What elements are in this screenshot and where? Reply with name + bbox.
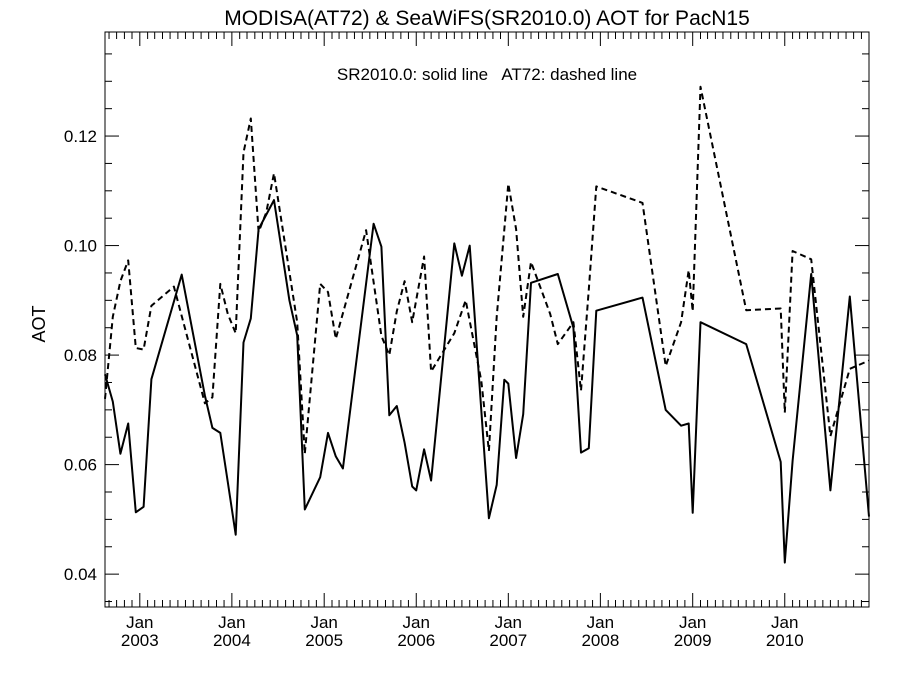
- y-tick-label: 0.08: [64, 346, 97, 365]
- series-layer: [104, 85, 870, 564]
- y-axis-label: AOT: [29, 305, 49, 342]
- y-tick-label: 0.04: [64, 565, 97, 584]
- y-tick-label: 0.06: [64, 456, 97, 475]
- y-tick-label: 0.12: [64, 127, 97, 146]
- legend-annotation: SR2010.0: solid line AT72: dashed line: [337, 65, 637, 84]
- x-tick-month-label: Jan: [495, 613, 522, 632]
- series-line-sr2010-0: [104, 199, 870, 564]
- x-tick-year-label: 2009: [674, 631, 712, 650]
- x-tick-year-label: 2005: [305, 631, 343, 650]
- chart-title: MODISA(AT72) & SeaWiFS(SR2010.0) AOT for…: [224, 7, 750, 30]
- x-tick-year-label: 2007: [489, 631, 527, 650]
- x-tick-month-label: Jan: [587, 613, 614, 632]
- x-tick-month-label: Jan: [218, 613, 245, 632]
- series-line-at72: [104, 85, 870, 455]
- x-tick-month-label: Jan: [403, 613, 430, 632]
- y-tick-label: 0.10: [64, 237, 97, 256]
- plot-frame: [104, 31, 870, 608]
- x-tick-year-label: 2003: [121, 631, 159, 650]
- x-axis-ticks: Jan2003Jan2004Jan2005Jan2006Jan2007Jan20…: [108, 32, 870, 650]
- x-tick-year-label: 2008: [581, 631, 619, 650]
- x-tick-month-label: Jan: [679, 613, 706, 632]
- x-tick-month-label: Jan: [126, 613, 153, 632]
- y-axis-ticks: 0.04 0.06 0.08 0.10 0.12: [64, 53, 869, 603]
- x-tick-year-label: 2010: [766, 631, 804, 650]
- x-tick-year-label: 2006: [397, 631, 435, 650]
- x-tick-year-label: 2004: [213, 631, 251, 650]
- x-tick-month-label: Jan: [771, 613, 798, 632]
- x-tick-month-label: Jan: [310, 613, 337, 632]
